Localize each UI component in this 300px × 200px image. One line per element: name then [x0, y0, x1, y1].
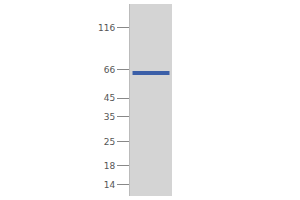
- svg-text:25: 25: [104, 137, 115, 147]
- svg-text:14: 14: [104, 180, 116, 190]
- svg-text:66: 66: [104, 65, 116, 75]
- svg-text:45: 45: [104, 93, 115, 103]
- svg-text:116: 116: [98, 23, 115, 33]
- svg-text:35: 35: [104, 112, 115, 122]
- svg-text:18: 18: [104, 161, 116, 171]
